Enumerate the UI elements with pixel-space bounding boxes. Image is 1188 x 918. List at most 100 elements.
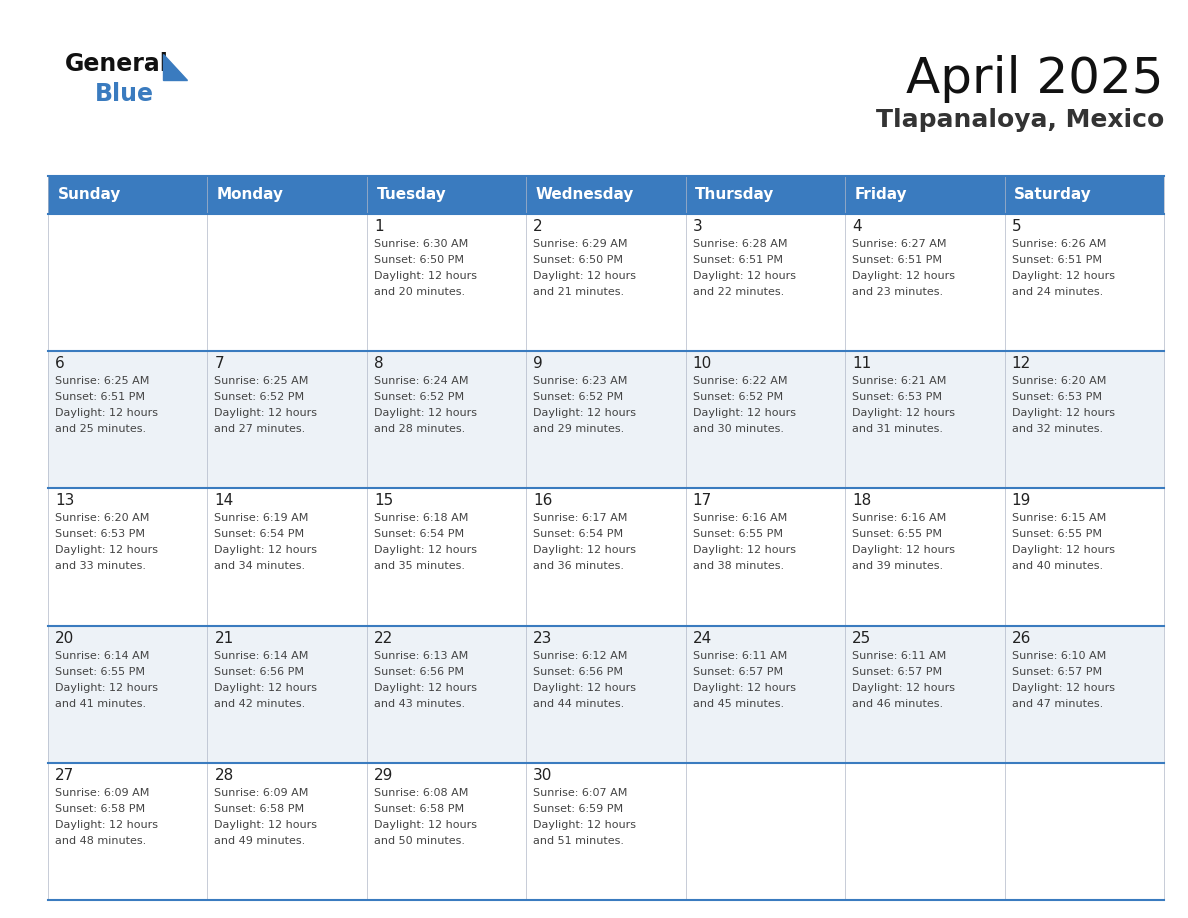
Bar [526,176,685,214]
Text: and 23 minutes.: and 23 minutes. [852,287,943,297]
Text: 4: 4 [852,219,861,234]
Text: 29: 29 [374,767,393,783]
Text: 15: 15 [374,493,393,509]
Text: Daylight: 12 hours: Daylight: 12 hours [214,545,317,555]
Text: Sunset: 6:58 PM: Sunset: 6:58 PM [214,804,304,813]
Text: Sunrise: 6:15 AM: Sunrise: 6:15 AM [1011,513,1106,523]
Text: Sunrise: 6:18 AM: Sunrise: 6:18 AM [374,513,468,523]
Text: Sunrise: 6:09 AM: Sunrise: 6:09 AM [214,788,309,798]
Text: and 31 minutes.: and 31 minutes. [852,424,943,434]
Bar [48,488,208,625]
Text: Sunset: 6:58 PM: Sunset: 6:58 PM [55,804,145,813]
Text: Sunset: 6:55 PM: Sunset: 6:55 PM [1011,530,1101,540]
Text: and 24 minutes.: and 24 minutes. [1011,287,1102,297]
Text: and 44 minutes.: and 44 minutes. [533,699,625,709]
Text: Daylight: 12 hours: Daylight: 12 hours [533,271,637,281]
Bar [845,625,1005,763]
Text: and 42 minutes.: and 42 minutes. [214,699,305,709]
Text: Sunrise: 6:10 AM: Sunrise: 6:10 AM [1011,651,1106,661]
Text: Sunset: 6:54 PM: Sunset: 6:54 PM [214,530,304,540]
Text: Sunset: 6:56 PM: Sunset: 6:56 PM [533,666,624,677]
Text: Sunset: 6:59 PM: Sunset: 6:59 PM [533,804,624,813]
Text: Daylight: 12 hours: Daylight: 12 hours [533,820,637,830]
Text: Sunrise: 6:14 AM: Sunrise: 6:14 AM [214,651,309,661]
Text: April 2025: April 2025 [906,55,1164,103]
Text: and 30 minutes.: and 30 minutes. [693,424,784,434]
Text: Tuesday: Tuesday [377,187,447,203]
Bar [845,763,1005,900]
Text: and 35 minutes.: and 35 minutes. [374,562,465,571]
Text: Sunrise: 6:19 AM: Sunrise: 6:19 AM [214,513,309,523]
Bar [48,625,208,763]
Text: Daylight: 12 hours: Daylight: 12 hours [55,683,158,692]
Text: 9: 9 [533,356,543,371]
Bar [208,763,367,900]
Text: Daylight: 12 hours: Daylight: 12 hours [852,409,955,419]
Text: and 38 minutes.: and 38 minutes. [693,562,784,571]
Text: Daylight: 12 hours: Daylight: 12 hours [1011,409,1114,419]
Text: and 20 minutes.: and 20 minutes. [374,287,465,297]
Text: Sunrise: 6:21 AM: Sunrise: 6:21 AM [852,376,947,386]
Bar [526,214,685,352]
Text: 19: 19 [1011,493,1031,509]
Text: 5: 5 [1011,219,1022,234]
Text: and 34 minutes.: and 34 minutes. [214,562,305,571]
Text: and 47 minutes.: and 47 minutes. [1011,699,1102,709]
Text: Sunrise: 6:27 AM: Sunrise: 6:27 AM [852,239,947,249]
Text: Sunrise: 6:08 AM: Sunrise: 6:08 AM [374,788,468,798]
Text: Sunrise: 6:26 AM: Sunrise: 6:26 AM [1011,239,1106,249]
Polygon shape [163,54,187,80]
Text: 11: 11 [852,356,871,371]
Text: Daylight: 12 hours: Daylight: 12 hours [55,820,158,830]
Text: Sunset: 6:50 PM: Sunset: 6:50 PM [374,255,463,265]
Text: Daylight: 12 hours: Daylight: 12 hours [533,409,637,419]
Bar [1005,176,1164,214]
Text: Saturday: Saturday [1015,187,1092,203]
Text: and 25 minutes.: and 25 minutes. [55,424,146,434]
Text: Sunset: 6:53 PM: Sunset: 6:53 PM [55,530,145,540]
Text: 14: 14 [214,493,234,509]
Text: Sunrise: 6:20 AM: Sunrise: 6:20 AM [1011,376,1106,386]
Text: Sunrise: 6:13 AM: Sunrise: 6:13 AM [374,651,468,661]
Text: Thursday: Thursday [695,187,775,203]
Text: Sunset: 6:51 PM: Sunset: 6:51 PM [693,255,783,265]
Bar [685,176,845,214]
Text: Sunrise: 6:29 AM: Sunrise: 6:29 AM [533,239,627,249]
Text: Daylight: 12 hours: Daylight: 12 hours [374,683,476,692]
Text: Daylight: 12 hours: Daylight: 12 hours [214,683,317,692]
Text: Daylight: 12 hours: Daylight: 12 hours [374,409,476,419]
Bar [526,488,685,625]
Bar [367,625,526,763]
Text: Daylight: 12 hours: Daylight: 12 hours [55,409,158,419]
Text: 2: 2 [533,219,543,234]
Text: and 48 minutes.: and 48 minutes. [55,835,146,845]
Text: Wednesday: Wednesday [536,187,634,203]
Text: Sunrise: 6:12 AM: Sunrise: 6:12 AM [533,651,627,661]
Text: 24: 24 [693,631,712,645]
Text: Sunrise: 6:11 AM: Sunrise: 6:11 AM [693,651,786,661]
Text: Sunset: 6:52 PM: Sunset: 6:52 PM [693,392,783,402]
Text: Sunrise: 6:28 AM: Sunrise: 6:28 AM [693,239,788,249]
Text: and 29 minutes.: and 29 minutes. [533,424,625,434]
Text: 7: 7 [214,356,225,371]
Text: Daylight: 12 hours: Daylight: 12 hours [693,683,796,692]
Text: Sunrise: 6:14 AM: Sunrise: 6:14 AM [55,651,150,661]
Text: Daylight: 12 hours: Daylight: 12 hours [1011,271,1114,281]
Text: Sunset: 6:55 PM: Sunset: 6:55 PM [693,530,783,540]
Bar [367,763,526,900]
Text: 13: 13 [55,493,75,509]
Bar [1005,214,1164,352]
Text: 25: 25 [852,631,871,645]
Text: 21: 21 [214,631,234,645]
Bar [526,625,685,763]
Bar [685,488,845,625]
Text: Sunset: 6:57 PM: Sunset: 6:57 PM [1011,666,1101,677]
Text: 3: 3 [693,219,702,234]
Text: Sunrise: 6:24 AM: Sunrise: 6:24 AM [374,376,468,386]
Text: Sunset: 6:55 PM: Sunset: 6:55 PM [55,666,145,677]
Text: Sunrise: 6:16 AM: Sunrise: 6:16 AM [693,513,786,523]
Bar [1005,352,1164,488]
Text: and 49 minutes.: and 49 minutes. [214,835,305,845]
Text: and 45 minutes.: and 45 minutes. [693,699,784,709]
Text: 26: 26 [1011,631,1031,645]
